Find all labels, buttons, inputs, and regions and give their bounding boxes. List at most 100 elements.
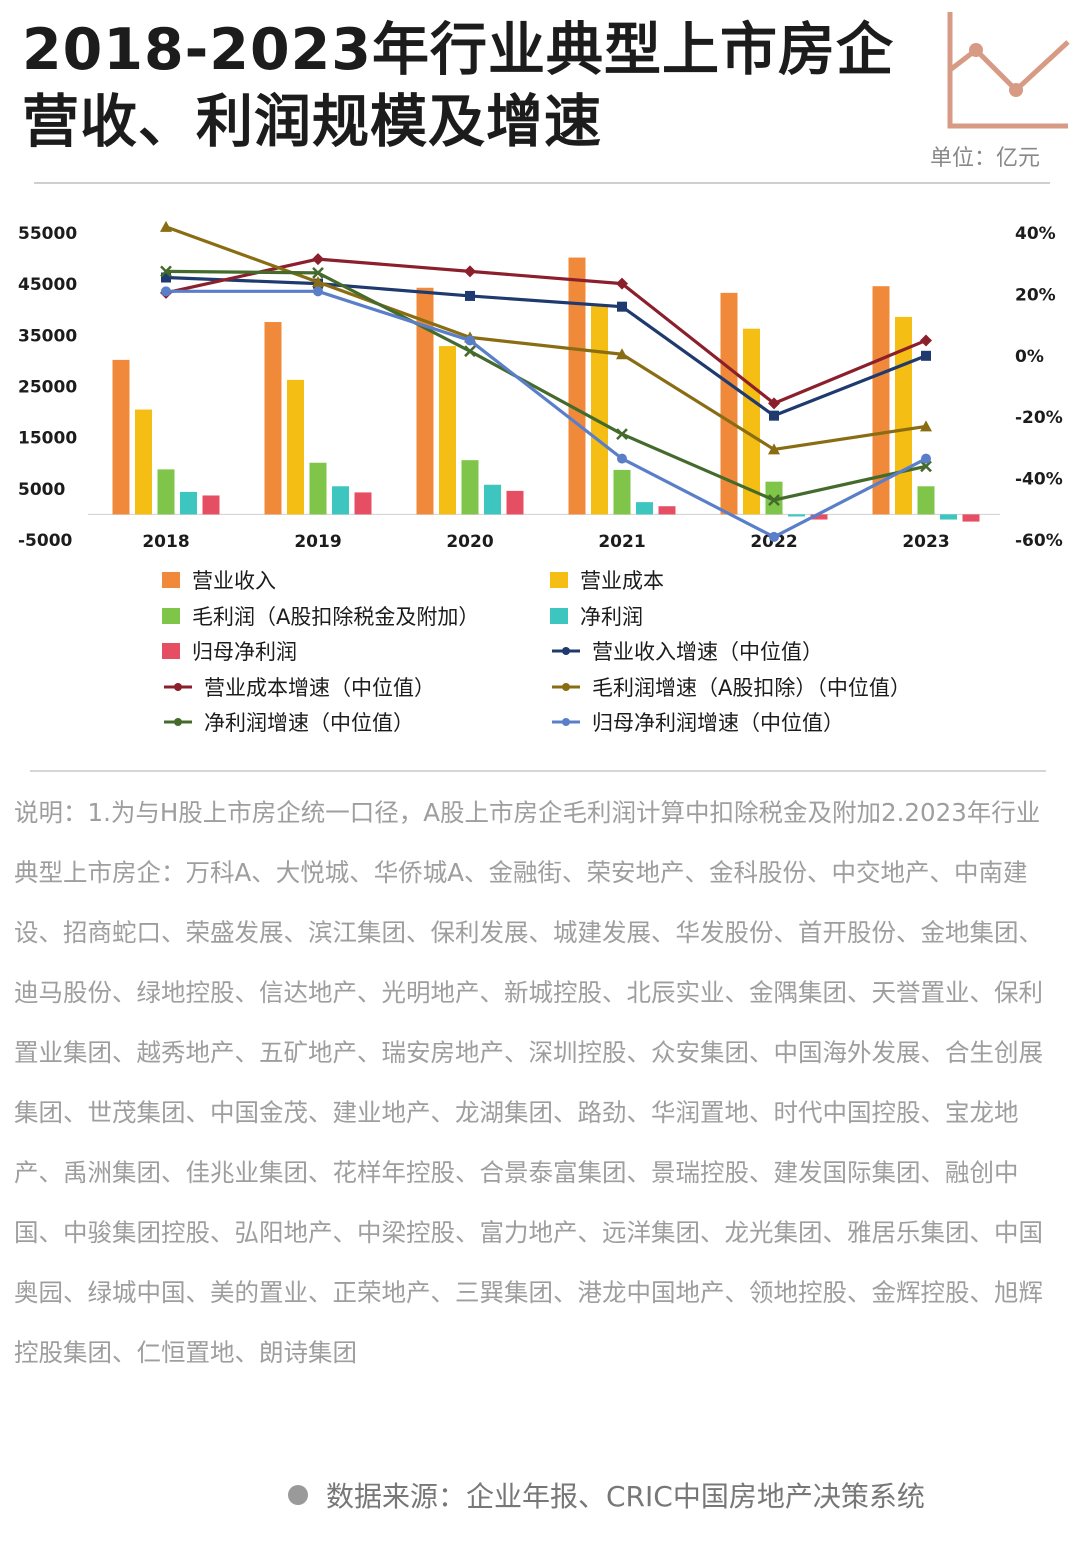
bar	[112, 359, 130, 515]
y2-tick-label: -20%	[1015, 408, 1063, 428]
bar	[354, 492, 372, 515]
bar	[264, 322, 282, 515]
bar	[810, 514, 828, 520]
bar	[461, 460, 479, 515]
x-tick-label: 2018	[142, 532, 189, 552]
series-line	[166, 289, 927, 539]
line-point	[617, 301, 627, 312]
bar	[484, 484, 501, 515]
chart-legend: 营业收入 营业成本毛利润（A股扣除税金及附加） 净利润归母净利润 营业收入增速（中位值…	[0, 565, 1080, 745]
legend-divider	[30, 770, 1046, 772]
bar	[917, 486, 935, 515]
x-tick-label: 2022	[750, 532, 797, 552]
line-point	[768, 443, 780, 455]
line-point	[768, 494, 780, 506]
y-tick-label: 5000	[18, 480, 65, 500]
bar	[180, 491, 197, 515]
bar	[287, 379, 304, 515]
bar	[202, 495, 220, 515]
legend-label: 净利润	[580, 604, 643, 629]
bar	[439, 346, 456, 515]
combo-chart: 55000 45000 35000 25000 15000 5000 -5000 40% 20%…	[18, 220, 1063, 552]
title-line-2: 营收、利润规模及增速	[22, 89, 602, 155]
legend-item: 净利润	[550, 601, 643, 631]
line-point	[617, 453, 627, 464]
legend-item: 毛利润（A股扣除税金及附加）	[162, 601, 479, 631]
bar	[658, 506, 676, 515]
bar	[309, 462, 327, 515]
line-point	[920, 420, 932, 432]
legend-item: 营业成本	[550, 565, 664, 595]
line-point	[161, 286, 171, 297]
bar	[506, 490, 524, 515]
legend-label: 毛利润增速（A股扣除）（中位值）	[592, 675, 911, 700]
x-tick-label: 2021	[598, 532, 645, 552]
legend-swatch	[162, 643, 180, 659]
line-point	[616, 348, 628, 360]
line-point	[465, 290, 475, 301]
y-tick-label: 45000	[18, 275, 77, 295]
line-point	[313, 286, 323, 297]
line-point	[464, 265, 476, 278]
line-point	[769, 410, 779, 421]
title-line-1: 2018-2023年行业典型上市房企	[22, 17, 894, 83]
x-tick-label: 2023	[902, 532, 949, 552]
legend-line-swatch	[552, 718, 580, 726]
bullet-icon	[288, 1485, 308, 1505]
y-tick-label: -5000	[18, 531, 73, 551]
line-point	[312, 276, 324, 288]
legend-label: 毛利润（A股扣除税金及附加）	[192, 604, 480, 629]
line-point	[465, 335, 475, 346]
title-divider	[34, 182, 1050, 184]
bar	[591, 306, 608, 515]
line-point	[921, 453, 931, 464]
bar	[765, 481, 783, 515]
legend-item: 净利润增速（中位值）	[162, 707, 414, 737]
line-point	[769, 531, 779, 542]
bar	[743, 328, 760, 515]
line-point	[312, 253, 324, 266]
line-point	[464, 345, 476, 358]
legend-label: 净利润增速（中位值）	[204, 711, 414, 735]
legend-label: 营业收入	[192, 569, 276, 593]
legend-item: 归母净利润	[162, 636, 297, 666]
legend-label: 营业收入增速（中位值）	[592, 640, 823, 664]
series-line	[165, 257, 927, 405]
legend-label: 归母净利润增速（中位值）	[592, 711, 844, 735]
legend-line-swatch	[164, 682, 192, 691]
series-line	[165, 275, 927, 418]
legend-item: 毛利润增速（A股扣除）（中位值）	[550, 672, 911, 702]
y-tick-label: 15000	[18, 429, 77, 449]
bar	[962, 514, 980, 522]
page-title: 2018-2023年行业典型上市房企 营收、利润规模及增速	[22, 14, 942, 158]
line-point	[161, 272, 171, 283]
bar	[416, 287, 434, 515]
line-point	[160, 220, 172, 232]
y2-tick-label: 20%	[1015, 285, 1056, 305]
bar	[332, 486, 349, 515]
line-point	[768, 397, 780, 410]
bar	[157, 469, 175, 515]
y2-tick-label: 40%	[1015, 224, 1056, 244]
y2-tick-label: -60%	[1015, 531, 1063, 551]
legend-swatch	[162, 572, 180, 588]
y2-tick-label: 0%	[1015, 347, 1044, 367]
y-tick-label: 25000	[18, 378, 77, 398]
bar	[568, 257, 586, 515]
legend-line-swatch	[552, 682, 580, 691]
line-point	[312, 267, 324, 279]
legend-label: 营业成本增速（中位值）	[204, 675, 435, 700]
line-point	[616, 428, 628, 440]
legend-line-swatch	[164, 718, 192, 726]
line-point	[920, 460, 932, 473]
line-chart-icon	[947, 12, 1070, 129]
series-line	[165, 269, 927, 502]
bar	[720, 292, 738, 515]
unit-label: 单位：亿元	[930, 146, 1041, 171]
bar	[940, 514, 957, 520]
y2-tick-label: -40%	[1015, 470, 1063, 490]
legend-label: 营业成本	[580, 569, 664, 593]
data-source-text: 数据来源：企业年报、CRIC中国房地产决策系统	[326, 1480, 925, 1513]
bar	[872, 286, 890, 515]
legend-swatch	[162, 607, 180, 624]
